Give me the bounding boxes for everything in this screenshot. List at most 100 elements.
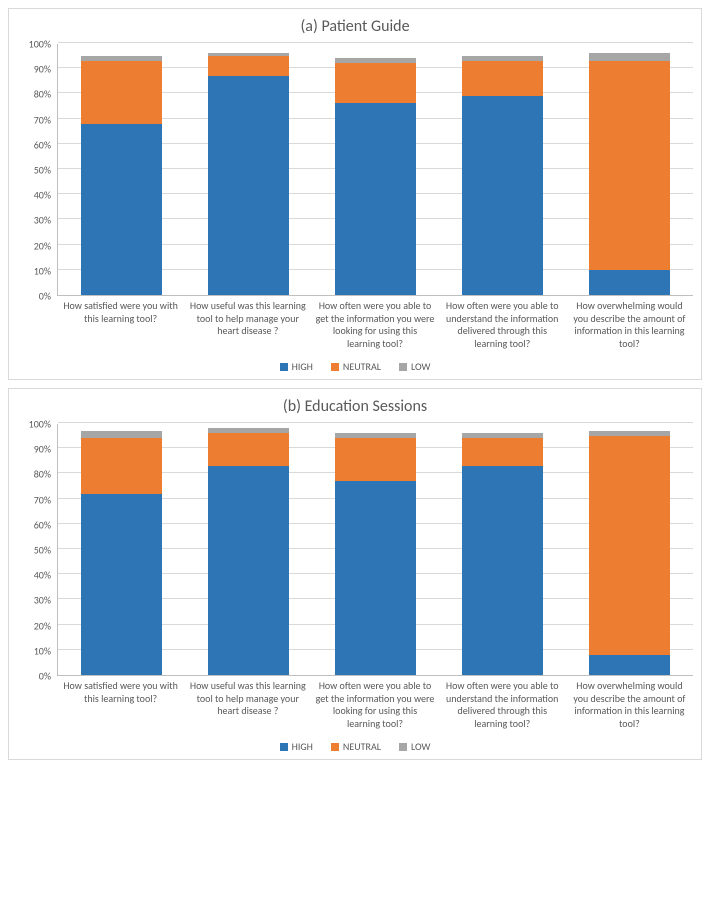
stacked-bar	[589, 431, 670, 675]
chart-title: (b) Education Sessions	[17, 397, 693, 416]
bar-segment-high	[589, 270, 670, 295]
y-tick-label: 80%	[34, 88, 51, 101]
y-axis: 0%10%20%30%40%50%60%70%80%90%100%	[17, 424, 57, 676]
y-tick-label: 100%	[29, 38, 51, 51]
legend-swatch-high	[280, 743, 288, 751]
y-tick-label: 10%	[34, 644, 51, 657]
bar-segment-neutral	[335, 63, 416, 103]
bar-segment-neutral	[81, 61, 162, 124]
stacked-bar	[462, 56, 543, 295]
bar-segment-high	[208, 76, 289, 295]
x-axis-label: How useful was this learning tool to hel…	[184, 300, 311, 350]
plot-area	[57, 44, 693, 296]
bar-segment-neutral	[81, 438, 162, 493]
x-axis-labels: How satisfied were you with this learnin…	[57, 680, 693, 730]
y-tick-label: 40%	[34, 569, 51, 582]
y-tick-label: 40%	[34, 189, 51, 202]
y-tick-label: 20%	[34, 619, 51, 632]
bar-column	[185, 424, 312, 675]
legend-label: LOW	[411, 740, 430, 753]
bar-column	[312, 44, 439, 295]
legend-item-neutral: NEUTRAL	[331, 360, 381, 373]
stacked-bar	[81, 431, 162, 675]
bar-column	[566, 44, 693, 295]
gridline	[58, 422, 693, 423]
bars-container	[58, 424, 693, 675]
y-tick-label: 0%	[39, 670, 51, 683]
bar-segment-neutral	[335, 438, 416, 481]
bar-segment-high	[335, 103, 416, 295]
stacked-bar	[589, 53, 670, 295]
gridline	[58, 42, 693, 43]
y-tick-label: 60%	[34, 138, 51, 151]
legend-swatch-neutral	[331, 363, 339, 371]
bar-segment-neutral	[589, 61, 670, 270]
bar-segment-neutral	[208, 56, 289, 76]
legend-item-low: LOW	[399, 740, 430, 753]
bar-column	[58, 424, 185, 675]
y-tick-label: 80%	[34, 468, 51, 481]
x-axis-label: How often were you able to understand th…	[439, 680, 566, 730]
bar-segment-high	[81, 494, 162, 675]
legend-swatch-low	[399, 363, 407, 371]
bar-column	[58, 44, 185, 295]
x-axis-label: How often were you able to get the infor…	[311, 680, 438, 730]
bar-segment-high	[335, 481, 416, 675]
legend-swatch-low	[399, 743, 407, 751]
bar-segment-high	[462, 96, 543, 295]
stacked-bar	[208, 53, 289, 295]
legend-label: HIGH	[292, 740, 313, 753]
stacked-bar	[462, 433, 543, 675]
legend: HIGH NEUTRAL LOW	[17, 360, 693, 373]
y-tick-label: 0%	[39, 290, 51, 303]
chart-panel: (a) Patient Guide0%10%20%30%40%50%60%70%…	[8, 8, 702, 380]
plot-area	[57, 424, 693, 676]
x-axis-label: How overwhelming would you describe the …	[566, 300, 693, 350]
y-axis: 0%10%20%30%40%50%60%70%80%90%100%	[17, 44, 57, 296]
bar-column	[185, 44, 312, 295]
y-tick-label: 10%	[34, 264, 51, 277]
legend: HIGH NEUTRAL LOW	[17, 740, 693, 753]
bars-container	[58, 44, 693, 295]
x-axis-label: How satisfied were you with this learnin…	[57, 300, 184, 350]
y-tick-label: 30%	[34, 214, 51, 227]
legend-label: HIGH	[292, 360, 313, 373]
y-tick-label: 50%	[34, 544, 51, 557]
x-axis-label: How satisfied were you with this learnin…	[57, 680, 184, 730]
y-tick-label: 50%	[34, 164, 51, 177]
y-tick-label: 100%	[29, 418, 51, 431]
legend-item-neutral: NEUTRAL	[331, 740, 381, 753]
legend-swatch-high	[280, 363, 288, 371]
x-axis-labels: How satisfied were you with this learnin…	[57, 300, 693, 350]
y-tick-label: 70%	[34, 113, 51, 126]
chart-area: 0%10%20%30%40%50%60%70%80%90%100%	[17, 424, 693, 676]
y-tick-label: 30%	[34, 594, 51, 607]
chart-area: 0%10%20%30%40%50%60%70%80%90%100%	[17, 44, 693, 296]
chart-panel: (b) Education Sessions 0% 10% 20% 30% 40% 50% 6…	[8, 388, 702, 760]
x-axis-label: How often were you able to understand th…	[439, 300, 566, 350]
bar-segment-neutral	[208, 433, 289, 466]
stacked-bar	[81, 56, 162, 295]
bar-segment-neutral	[462, 61, 543, 96]
y-tick-label: 60%	[34, 518, 51, 531]
bar-segment-high	[589, 655, 670, 675]
legend-item-low: LOW	[399, 360, 430, 373]
bar-column	[312, 424, 439, 675]
bar-column	[566, 424, 693, 675]
legend-swatch-neutral	[331, 743, 339, 751]
bar-column	[439, 44, 566, 295]
legend-item-high: HIGH	[280, 740, 313, 753]
legend-item-high: HIGH	[280, 360, 313, 373]
y-tick-label: 20%	[34, 239, 51, 252]
legend-label: NEUTRAL	[343, 360, 381, 373]
bar-segment-low	[589, 53, 670, 61]
bar-column	[439, 424, 566, 675]
bar-segment-neutral	[589, 436, 670, 655]
x-axis-label: How overwhelming would you describe the …	[566, 680, 693, 730]
stacked-bar	[335, 433, 416, 675]
stacked-bar	[208, 428, 289, 675]
bar-segment-low	[81, 431, 162, 439]
bar-segment-high	[462, 466, 543, 675]
y-tick-label: 90%	[34, 63, 51, 76]
x-axis-label: How often were you able to get the infor…	[311, 300, 438, 350]
